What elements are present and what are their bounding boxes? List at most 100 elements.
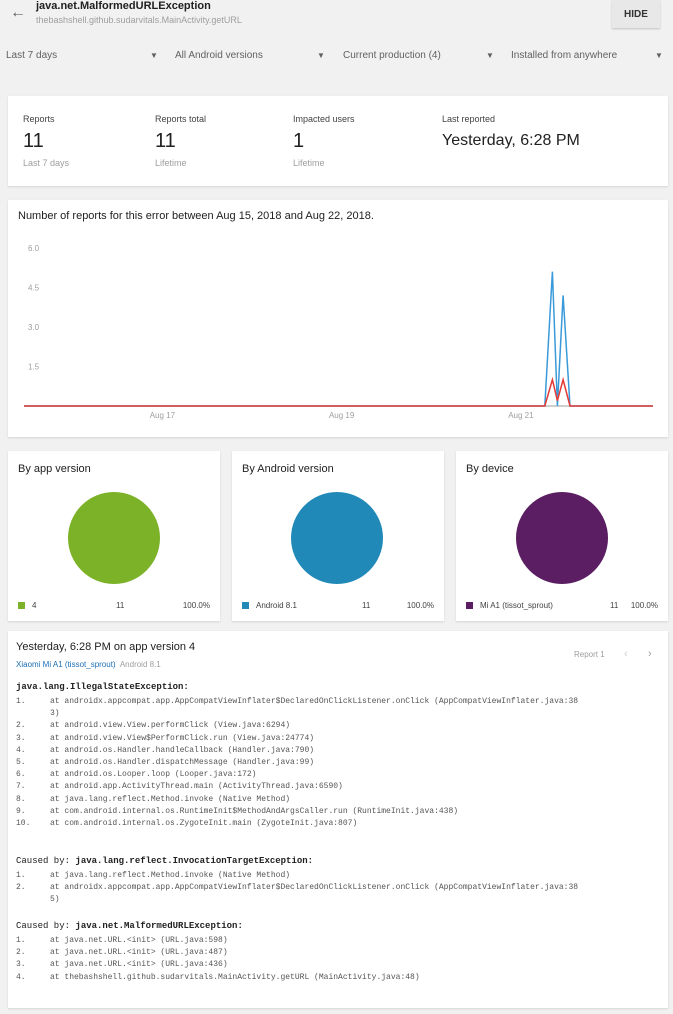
line-text: at java.net.URL.<init> (URL.java:598) [50, 936, 228, 945]
pie-chart [68, 492, 160, 584]
stat-label: Reports [23, 114, 55, 124]
stack-trace-line: 10. at com.android.internal.os.ZygoteInit… [16, 819, 656, 830]
device-link[interactable]: Xiaomi Mi A1 (tissot_sprout) [16, 660, 116, 669]
stat-label: Last reported [442, 114, 496, 124]
legend-label: 4 [32, 601, 37, 610]
stack-trace-line: 2. at androidx.appcompat.app.AppCompatVie… [16, 883, 656, 894]
line-number: 7. [16, 782, 26, 792]
pie-legend: Mi A1 (tissot_sprout) 11 100.0% [466, 601, 658, 611]
stat-sub: Last 7 days [23, 158, 70, 168]
series-line-1 [24, 376, 653, 407]
line-text: at androidx.appcompat.app.AppCompatViewI… [50, 883, 579, 893]
x-tick-label: Aug 17 [150, 411, 176, 420]
line-number: 2. [16, 883, 26, 893]
pie-title: By device [466, 463, 514, 475]
line-text: at java.net.URL.<init> (URL.java:487) [50, 948, 228, 958]
hide-button[interactable]: HIDE [612, 0, 660, 28]
line-text: at java.lang.reflect.Method.invoke (Nati… [50, 794, 291, 804]
stats-card: Reports 11 Last 7 days Reports total 11 … [8, 96, 668, 186]
pie-card-android-version: By Android version Android 8.1 11 100.0% [232, 451, 444, 621]
line-number: 1. [16, 871, 26, 880]
line-number: 2. [16, 948, 26, 958]
page-title: java.net.MalformedURLException [36, 0, 211, 12]
stack-trace-line: 5) [16, 895, 656, 906]
caused-by-heading: Caused by: java.lang.reflect.InvocationT… [16, 856, 314, 866]
pie-slice [68, 492, 160, 584]
x-tick-label: Aug 21 [508, 411, 534, 420]
line-number: 3. [16, 960, 26, 970]
line-text: at android.os.Handler.handleCallback (Ha… [50, 745, 315, 755]
exception-heading: java.lang.IllegalStateException: [16, 682, 189, 692]
line-text: at androidx.appcompat.app.AppCompatViewI… [50, 697, 579, 706]
line-text: at android.app.ActivityThread.main (Acti… [50, 782, 343, 792]
legend-swatch [18, 602, 25, 609]
y-tick-label: 1.5 [28, 363, 40, 372]
y-tick-label: 3.0 [28, 323, 40, 332]
legend-count: 11 [116, 601, 125, 610]
pie-slice [516, 492, 608, 584]
legend-count: 11 [610, 601, 619, 610]
stack-trace-line: 6. at android.os.Looper.loop (Looper.java… [16, 770, 656, 781]
stack-trace-line: 1. at java.net.URL.<init> (URL.java:598) [16, 936, 656, 947]
pie-chart [516, 492, 608, 584]
stack-trace-line: 8. at java.lang.reflect.Method.invoke (Na… [16, 795, 656, 806]
report-title: Yesterday, 6:28 PM on app version 4 [16, 641, 196, 653]
stat-value: 1 [293, 130, 305, 152]
caret-down-icon: ▼ [655, 51, 663, 60]
stack-trace-line: 1. at java.lang.reflect.Method.invoke (Na… [16, 871, 656, 882]
y-tick-label: 6.0 [28, 244, 40, 253]
caret-down-icon: ▼ [150, 51, 158, 60]
line-number: 9. [16, 806, 26, 816]
line-text: at java.lang.reflect.Method.invoke (Nati… [50, 871, 291, 880]
stat-label: Reports total [155, 114, 207, 124]
pie-title: By Android version [242, 463, 334, 475]
filter-label: Installed from anywhere [511, 50, 618, 61]
line-number: 4. [16, 745, 26, 755]
filter-android-version[interactable]: All Android versions ▼ [175, 44, 327, 68]
line-number: 3. [16, 733, 26, 743]
filter-release[interactable]: Current production (4) ▼ [343, 44, 496, 68]
header: ← java.net.MalformedURLException thebash… [0, 0, 673, 36]
filter-label: Current production (4) [343, 50, 441, 61]
filter-date-range[interactable]: Last 7 days ▼ [6, 44, 160, 68]
stack-trace-line: 3. at java.net.URL.<init> (URL.java:436) [16, 960, 656, 971]
filter-install-source[interactable]: Installed from anywhere ▼ [511, 44, 665, 68]
line-number: 8. [16, 794, 26, 804]
legend-percent: 100.0% [182, 601, 210, 610]
line-number: 5. [16, 758, 26, 767]
stack-trace-line: 2. at android.view.View.performClick (Vie… [16, 721, 656, 732]
line-number: 4. [16, 972, 26, 982]
report-detail-card: Yesterday, 6:28 PM on app version 4 Xiao… [8, 631, 668, 1008]
stack-trace-line: 7. at android.app.ActivityThread.main (Ac… [16, 782, 656, 793]
line-text: at android.view.View.performClick (View.… [50, 721, 291, 731]
legend-percent: 100.0% [406, 601, 434, 610]
android-version: Android 8.1 [119, 660, 161, 669]
stack-trace-line: 4. at thebashshell.github.sudarvitals.Mai… [16, 973, 656, 984]
legend-count: 11 [362, 601, 371, 610]
line-number: 1. [16, 936, 26, 945]
filter-label: Last 7 days [6, 50, 58, 61]
stack-trace-line: 1. at androidx.appcompat.app.AppCompatVie… [16, 697, 656, 708]
chevron-right-icon[interactable]: › [648, 648, 652, 660]
stat-sub: Lifetime [155, 158, 187, 168]
line-text: 3) [50, 709, 60, 719]
line-text: at com.android.internal.os.RuntimeInit$M… [50, 806, 459, 816]
stack-trace-line: 3. at android.view.View$PerformClick.run … [16, 734, 656, 745]
line-text: at com.android.internal.os.ZygoteInit.ma… [50, 819, 358, 828]
y-tick-label: 4.5 [28, 284, 40, 293]
line-text: 5) [50, 895, 60, 905]
pie-card-app-version: By app version 4 11 100.0% [8, 451, 220, 621]
stat-sub: Lifetime [293, 158, 325, 168]
stack-trace-line: 3) [16, 709, 656, 720]
reports-chart-card: Number of reports for this error between… [8, 200, 668, 437]
back-arrow-icon[interactable]: ← [10, 4, 26, 21]
legend-percent: 100.0% [630, 601, 658, 610]
legend-swatch [466, 602, 473, 609]
chevron-left-icon[interactable]: ‹ [624, 648, 628, 660]
line-text: at android.os.Handler.dispatchMessage (H… [50, 758, 315, 767]
legend-label: Mi A1 (tissot_sprout) [480, 601, 553, 610]
filter-label: All Android versions [175, 50, 263, 61]
stat-label: Impacted users [293, 114, 355, 124]
line-text: at thebashshell.github.sudarvitals.MainA… [50, 972, 420, 982]
series-line-0 [24, 271, 653, 407]
